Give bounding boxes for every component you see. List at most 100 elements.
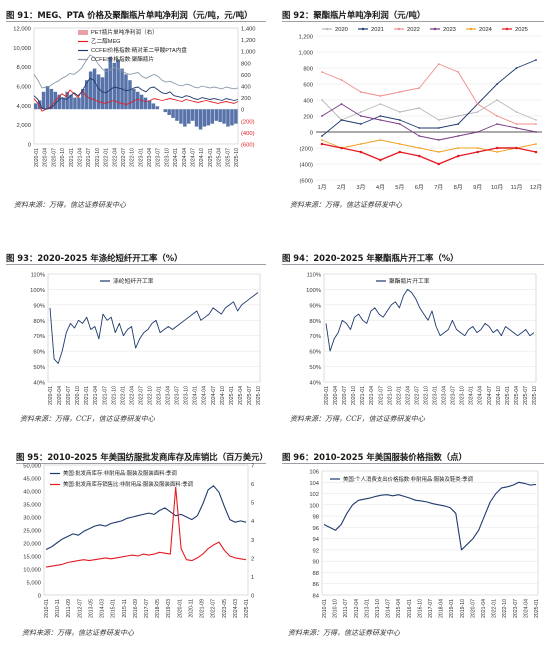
- fig91-profit-bar: [108, 57, 112, 110]
- fig95-left-tick-label: 10,000: [23, 568, 41, 574]
- fig92-point-2025: [398, 150, 402, 154]
- fig92-x-tick-label: 1月: [317, 184, 326, 191]
- fig93-x-tick-label: 2021-04: [93, 386, 99, 405]
- fig96-source: 资料来源：万得，信达证券研发中心: [288, 629, 400, 637]
- fig91-profit-bar: [61, 97, 65, 110]
- fig91-left-tick-label: 10,000: [13, 46, 31, 52]
- fig92-point-2023: [321, 115, 323, 117]
- fig94-line: [325, 288, 535, 352]
- fig95-x-tick-label: 2024-03: [233, 599, 239, 618]
- fig92-point-2020: [321, 99, 323, 101]
- fig92-point-2024: [496, 151, 498, 153]
- fig91-x-tick-label: 2024-04: [182, 148, 188, 167]
- fig92-point-2021: [418, 127, 421, 129]
- fig93-legend-label: 涤纶短纤开工率: [113, 277, 154, 285]
- fig95-right-tick-label: 3: [251, 538, 254, 544]
- fig96-x-tick-label: 2010-10: [333, 599, 339, 618]
- fig92-point-2020: [476, 111, 479, 113]
- fig92-point-2023: [515, 127, 518, 129]
- fig92-line-2023: [321, 103, 537, 141]
- fig92-x-tick-label: 3月: [356, 184, 365, 191]
- fig92-line-2020: [321, 99, 537, 121]
- fig91-x-tick-label: 2021-01: [69, 148, 75, 167]
- fig92-y-tick-label: 200: [303, 115, 313, 121]
- fig92-point-2023: [535, 131, 537, 133]
- fig95-right-tick-label: 5: [251, 501, 254, 507]
- fig92-point-2024: [535, 143, 537, 145]
- fig95-left-tick-label: 30,000: [23, 516, 41, 522]
- fig94-source: 资料来源：万得，CCF，信达证券研发中心: [290, 415, 425, 423]
- fig92-source: 资料来源：万得，信达证券研发中心: [290, 201, 402, 209]
- fig94-x-tick-label: 2023-07: [451, 386, 457, 405]
- fig94-y-tick-label: 50%: [309, 365, 321, 371]
- fig91-x-tick-label: 2020-01: [34, 148, 40, 167]
- fig95-x-tick-label: 2014-03: [100, 599, 106, 618]
- fig92-line-2021: [321, 59, 537, 137]
- fig91-profit-bar: [73, 97, 77, 110]
- fig92-point-2025: [379, 158, 382, 162]
- fig96-x-tick-label: 2014-07: [386, 599, 392, 618]
- fig94-chart: 40% 50% 60% 70% 80% 90% 100% 110% 2020-01 2020-04…: [306, 273, 538, 406]
- fig91-profit-bar: [230, 109, 234, 126]
- fig96-y-tick-label: 100: [309, 503, 319, 509]
- fig91-x-tick-label: 2022-07: [121, 148, 127, 167]
- fig92-point-2022: [457, 71, 460, 73]
- fig92-point-2025: [476, 150, 479, 154]
- fig93-chart: 40% 50% 60% 70% 80% 90% 100% 110% 2020-01 2020-04…: [30, 273, 262, 406]
- fig92-legend-label: 2022: [407, 27, 420, 33]
- fig93-x-tick-label: 2023-04: [166, 386, 172, 405]
- fig92-point-2021: [398, 119, 401, 121]
- fig91-profit-bar: [222, 109, 226, 124]
- fig95-x-tick-label: 2015-11: [122, 599, 128, 618]
- fig93-x-tick-label: 2025-01: [229, 386, 235, 405]
- fig95-title: 图 95：2010-2025 年美国纺服批发商库存及库销比（百万美元）: [16, 452, 268, 462]
- fig94-x-tick-label: 2025-04: [514, 386, 520, 405]
- fig91-right-tick-label: 400: [241, 85, 251, 91]
- fig92-point-2022: [437, 63, 440, 65]
- fig92-point-2024: [418, 147, 421, 149]
- fig91-profit-bar: [136, 91, 140, 110]
- fig96-x-tick-label: 2022-10: [502, 599, 508, 618]
- fig94-x-tick-label: 2021-04: [369, 386, 375, 405]
- fig95-left-tick-label: 5,000: [26, 581, 41, 587]
- fig93-x-tick-label: 2023-01: [157, 386, 163, 405]
- fig91-profit-bar: [171, 109, 175, 118]
- fig96-y-tick-label: 84: [313, 594, 320, 600]
- fig94-y-tick-label: 70%: [309, 334, 321, 340]
- fig93-y-tick-label: 50%: [33, 365, 45, 371]
- fig92-chart: (600) (400) (200) 0 200 400 600 800 1,000 1,200 1月…: [298, 27, 542, 191]
- fig92-point-2023: [340, 103, 343, 105]
- fig91-x-tick-label: 2023-10: [164, 148, 170, 167]
- fig91-legend-label: 乙二醇MEG: [91, 37, 121, 45]
- fig91-x-tick-label: 2021-07: [86, 148, 92, 167]
- fig95-x-tick-label: 2017-07: [144, 599, 150, 618]
- fig92-point-2021: [496, 83, 498, 85]
- fig92-point-2023: [496, 123, 498, 125]
- fig93-y-tick-label: 60%: [33, 350, 45, 356]
- fig91-profit-bar: [124, 74, 128, 110]
- fig96-line: [323, 481, 537, 551]
- fig92-line-2022: [321, 63, 536, 125]
- fig95-left-tick-label: 35,000: [23, 503, 41, 509]
- fig92-y-tick-label: 600: [303, 83, 313, 89]
- fig92-point-2020: [535, 119, 537, 121]
- fig91-x-tick-label: 2022-01: [104, 148, 110, 167]
- fig91-profit-bar: [183, 109, 187, 127]
- fig92-point-2021: [340, 119, 343, 121]
- fig92-point-2025: [437, 162, 440, 166]
- fig95-legend-label: 美国:批发商库存销售比:非耐用品:服装及服装面料:季调: [63, 480, 193, 488]
- fig91-line-pta: [33, 77, 239, 110]
- fig96-x-tick-label: 2018-04: [439, 599, 445, 618]
- fig94-title: 图 94：2020-2025 年聚酯瓶片开工率（%）: [282, 253, 459, 263]
- fig95-x-tick-label: 2013-05: [88, 599, 94, 618]
- fig95-right-tick-label: 1: [251, 575, 254, 581]
- fig93-x-tick-label: 2023-10: [184, 386, 190, 405]
- fig93-x-tick-label: 2025-10: [256, 386, 262, 405]
- fig91-legend-label: CCFEI价格指数:精对苯二甲酸PTA内盘: [91, 46, 187, 54]
- fig93-x-tick-label: 2020-04: [57, 386, 63, 405]
- fig92-x-tick-label: 4月: [376, 184, 385, 191]
- fig95-right-tick-label: 2: [251, 556, 254, 562]
- fig96-x-tick-label: 2019-10: [460, 599, 466, 618]
- fig94-x-tick-label: 2023-01: [433, 386, 439, 405]
- fig95-rule: [16, 463, 266, 464]
